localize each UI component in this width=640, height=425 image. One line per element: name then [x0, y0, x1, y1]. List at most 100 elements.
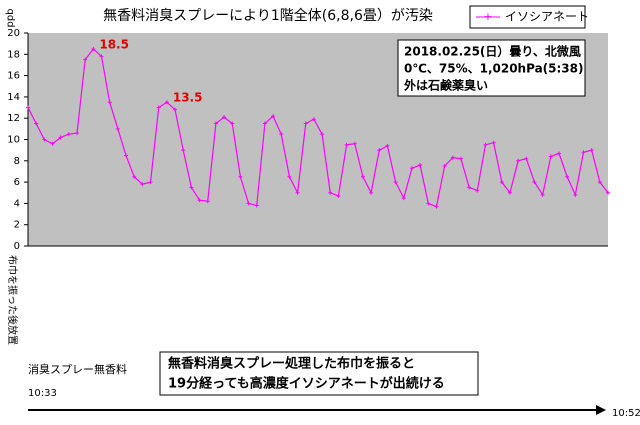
marker: [385, 143, 390, 148]
marker: [287, 174, 292, 179]
marker: [124, 153, 129, 158]
marker: [458, 156, 463, 161]
marker: [132, 174, 137, 179]
event-label: 布巾を振った後放置: [6, 255, 19, 345]
start-time: 10:33: [28, 388, 57, 399]
note-line: 19分経っても高濃度イソシアネートが出続ける: [168, 376, 445, 392]
marker: [246, 201, 251, 206]
marker: [320, 132, 325, 137]
spray-label: 消臭スプレー無香料: [28, 362, 127, 376]
line: [27, 48, 609, 208]
marker: [42, 137, 47, 142]
marker: [328, 190, 333, 195]
arrow-head: [596, 405, 606, 415]
marker: [181, 148, 186, 153]
peak-label: 13.5: [173, 91, 203, 105]
marker: [271, 114, 276, 119]
marker: [107, 100, 112, 105]
y-tick-label: 18: [7, 49, 20, 60]
y-tick-label: 8: [14, 156, 20, 167]
marker: [507, 190, 512, 195]
marker: [597, 180, 602, 185]
y-tick-label: 2: [14, 220, 20, 231]
conditions-box: [397, 39, 586, 97]
marker: [499, 180, 504, 185]
marker: [581, 150, 586, 155]
marker: [540, 192, 545, 197]
marker: [516, 158, 521, 163]
note-box: [159, 351, 479, 396]
marker: [164, 100, 169, 105]
legend: [469, 5, 586, 29]
condition-line: 0℃、75%、1,020hPa(5:38): [404, 62, 584, 76]
marker: [238, 174, 243, 179]
marker: [205, 199, 210, 204]
y-tick-label: 14: [7, 92, 20, 103]
marker: [336, 193, 341, 198]
condition-line: 外は石鹸薬臭い: [404, 78, 488, 93]
marker: [377, 148, 382, 153]
marker: [99, 54, 104, 59]
marker: [401, 196, 406, 201]
marker: [393, 180, 398, 185]
marker: [565, 174, 570, 179]
marker: [442, 164, 447, 169]
marker: [303, 121, 308, 126]
marker: [573, 192, 578, 197]
marker: [524, 156, 529, 161]
marker: [483, 142, 488, 147]
marker: [295, 190, 300, 195]
marker: [450, 155, 455, 160]
y-tick-label: 20: [7, 28, 20, 39]
marker: [189, 185, 194, 190]
marker: [311, 117, 316, 122]
marker: [222, 115, 227, 120]
marker: [115, 126, 120, 131]
marker: [352, 141, 357, 146]
marker: [140, 182, 145, 187]
marker: [213, 121, 218, 126]
marker: [532, 180, 537, 185]
marker: [344, 142, 349, 147]
chart-title: 無香料消臭スプレーにより1階全体(6,8,6畳）が汚染: [103, 7, 433, 24]
y-tick-label: 6: [14, 177, 20, 188]
legend-label: イソシアネート: [505, 10, 589, 24]
marker: [556, 151, 561, 156]
marker: [360, 174, 365, 179]
marker: [83, 57, 88, 62]
marker: [75, 131, 80, 136]
y-tick-label: 10: [7, 135, 20, 146]
marker: [279, 132, 284, 137]
marker: [475, 188, 480, 193]
y-tick-label: 0: [14, 241, 20, 252]
marker: [418, 163, 423, 168]
marker: [434, 204, 439, 209]
marker: [148, 180, 153, 185]
marker: [606, 190, 610, 195]
marker: [58, 135, 63, 140]
marker: [589, 148, 594, 153]
marker: [50, 141, 55, 146]
y-tick-label: 16: [7, 71, 20, 82]
marker: [173, 107, 178, 112]
marker: [426, 201, 431, 206]
marker: [548, 154, 553, 159]
marker: [197, 198, 202, 203]
legend-marker: +: [483, 10, 492, 23]
marker: [262, 121, 267, 126]
y-tick-label: 4: [14, 198, 20, 209]
marker: [26, 105, 30, 110]
y-tick-label: 12: [7, 113, 20, 124]
marker: [254, 203, 259, 208]
marker: [369, 190, 374, 195]
marker: [91, 46, 96, 51]
peak-label: 18.5: [99, 37, 129, 51]
marker: [467, 185, 472, 190]
marker: [156, 105, 161, 110]
condition-line: 2018.02.25(日）曇り、北微風: [404, 44, 581, 59]
end-time: 10:52: [612, 408, 640, 419]
marker: [66, 132, 71, 137]
note-line: 無香料消臭スプレー処理した布巾を振ると: [168, 356, 415, 372]
marker: [34, 121, 39, 126]
